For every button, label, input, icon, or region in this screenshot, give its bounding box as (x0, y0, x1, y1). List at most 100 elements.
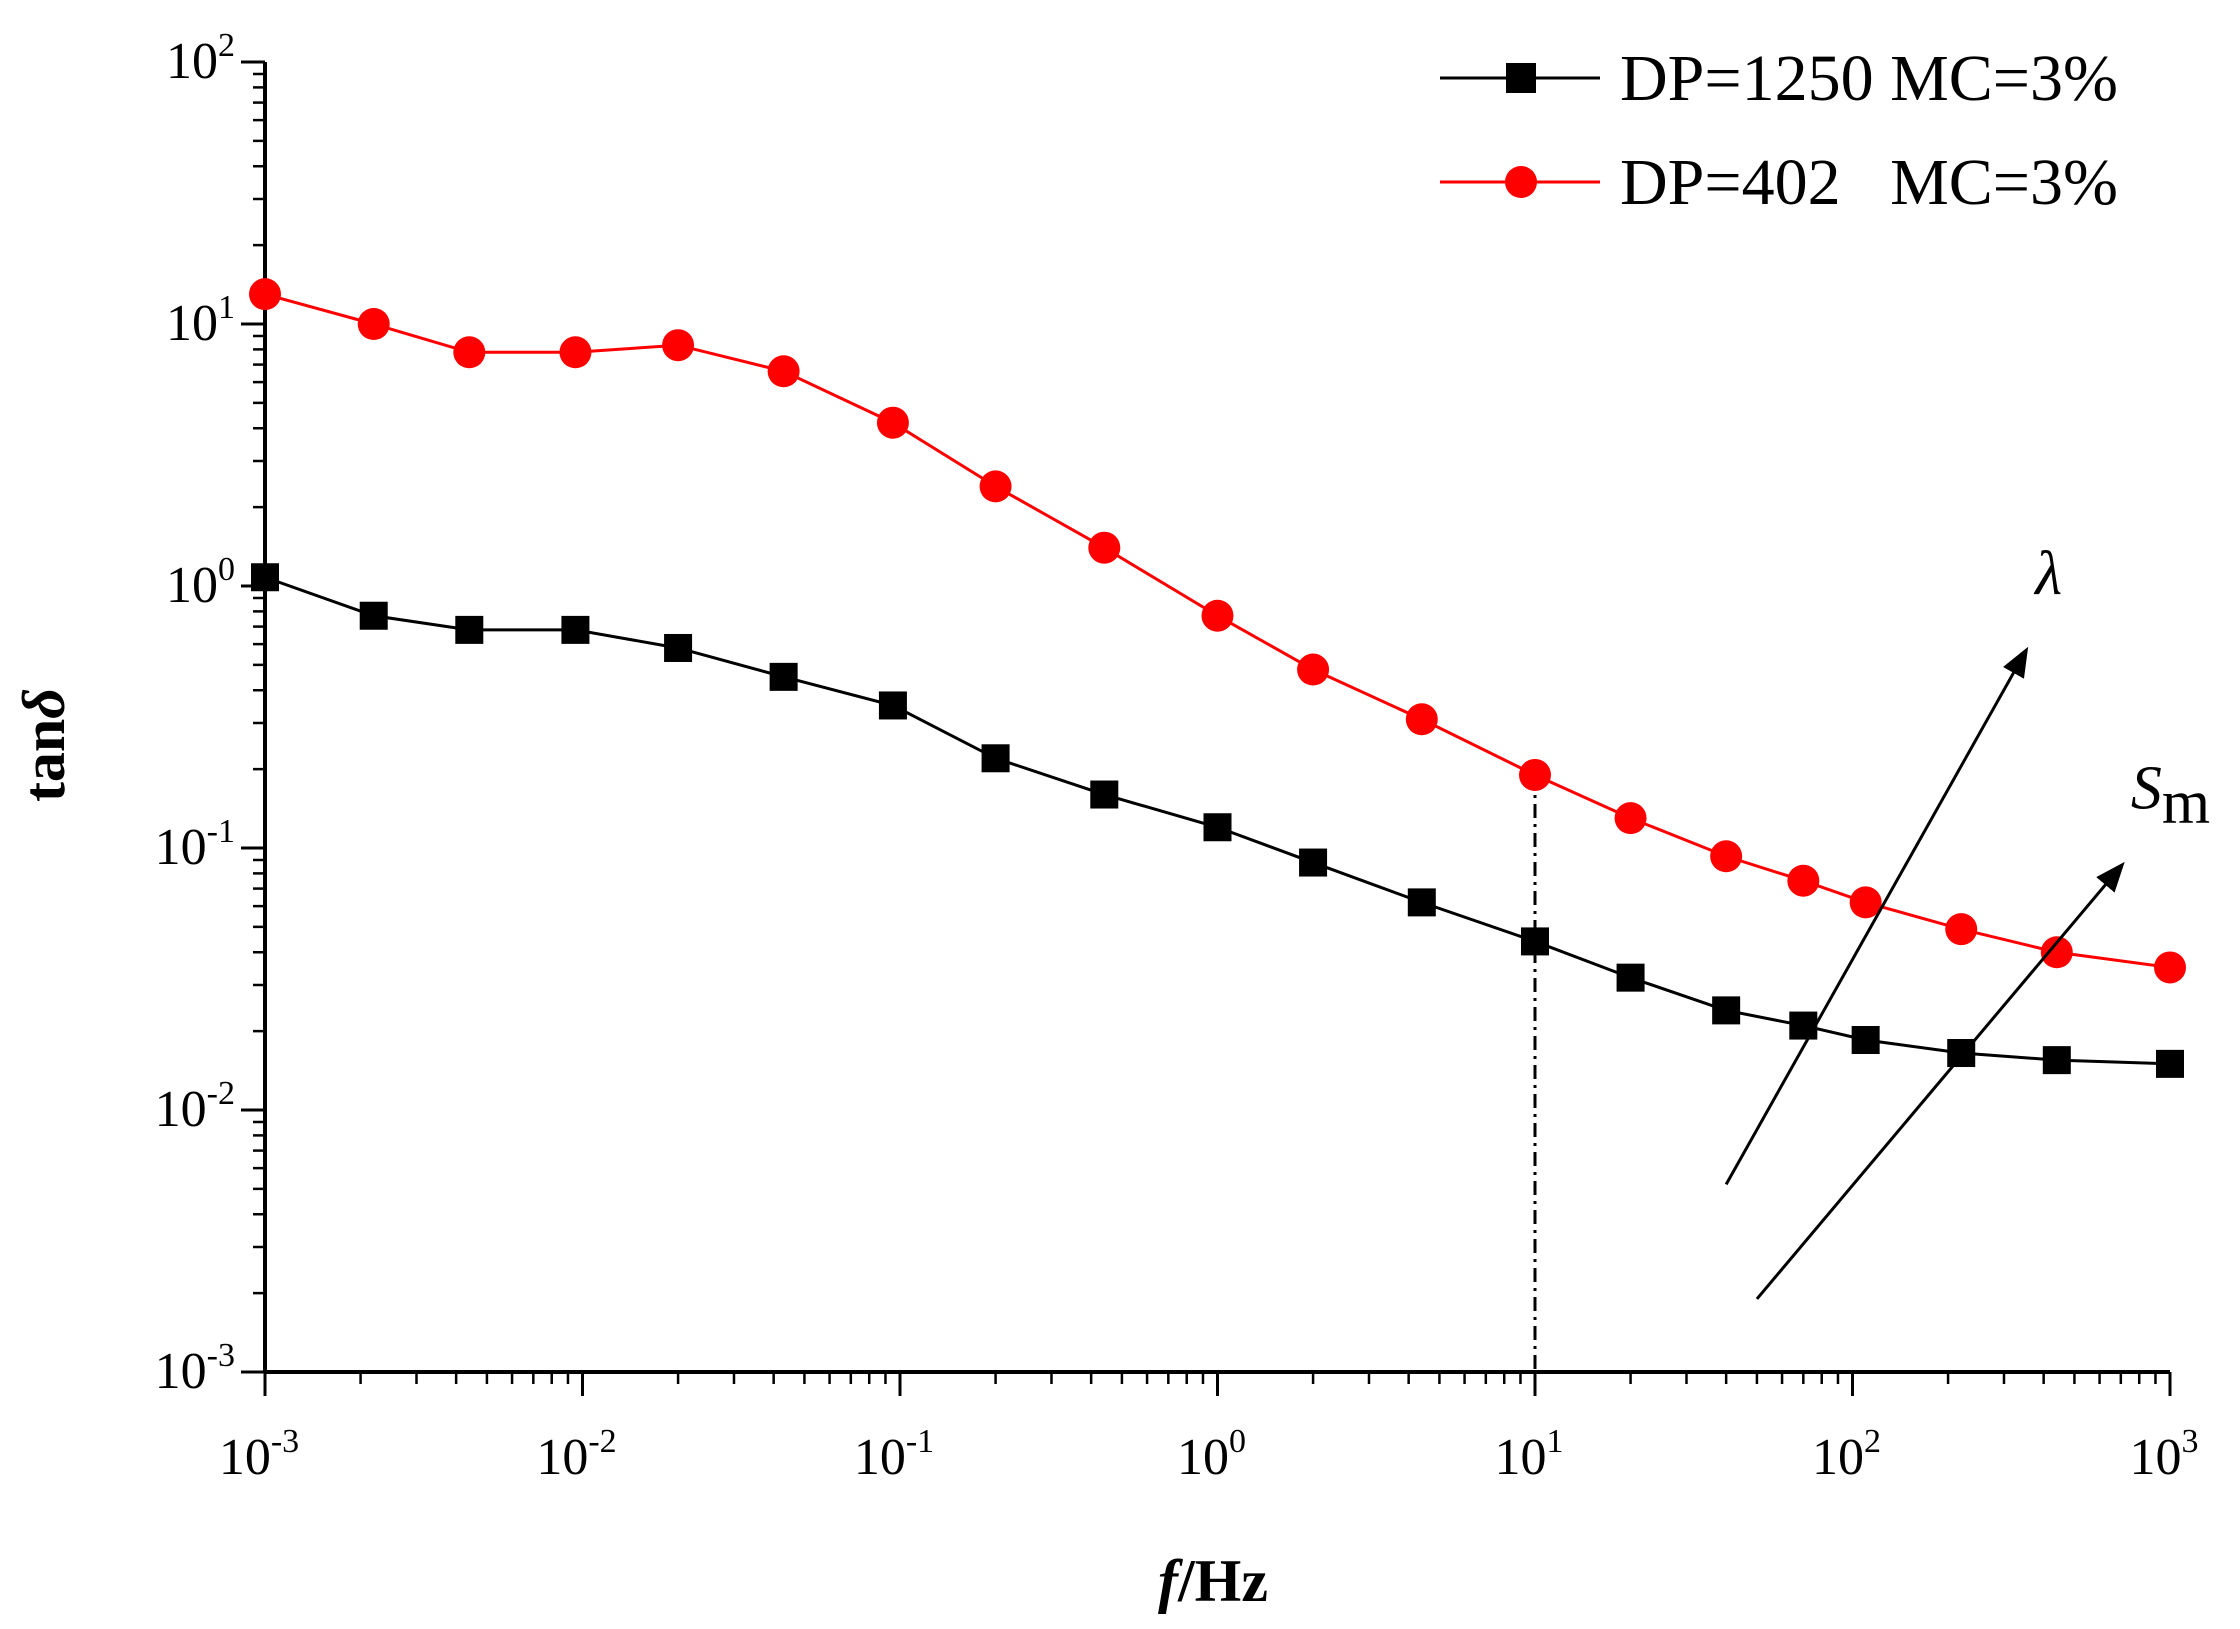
data-point (981, 744, 1010, 773)
x-tick-label: 10-1 (854, 1423, 934, 1486)
y-tick-label: 102 (166, 27, 235, 90)
data-point (2156, 1049, 2184, 1078)
y-tick-exponent: -2 (207, 1075, 235, 1112)
legend: DP=1250 MC=3% DP=402 MC=3% (1440, 42, 2118, 219)
data-point (1407, 888, 1436, 917)
x-tick-base: 10 (536, 1429, 588, 1486)
data-point (1614, 802, 1647, 835)
tick-labels: 10-3 10-2 10-1 100 101 102 10310-310-210-11001… (155, 27, 2199, 1486)
data-point (1851, 1026, 1880, 1055)
annotation-subscript: m (2162, 768, 2210, 836)
data-point (1201, 599, 1234, 632)
data-point (561, 615, 590, 644)
y-tick-base: 10 (155, 819, 207, 876)
x-axis-title: f/Hz (1158, 1548, 1268, 1614)
x-tick-base: 10 (1812, 1429, 1864, 1486)
x-tick-base: 10 (219, 1429, 271, 1486)
axes (263, 62, 2170, 1374)
x-tick-exponent: -3 (271, 1423, 299, 1460)
data-point (1787, 864, 1820, 897)
y-axis-title-italic: δ (11, 688, 77, 719)
y-axis-title: tanδ (11, 688, 77, 802)
legend-label-2: DP=402 MC=3% (1620, 146, 2118, 219)
y-tick-base: 10 (166, 557, 218, 614)
x-tick-exponent: 2 (1864, 1423, 1881, 1460)
x-tick-exponent: 0 (1229, 1423, 1246, 1460)
y-tick-label: 10-2 (155, 1075, 235, 1138)
annotation-symbol: S (2131, 754, 2162, 822)
y-tick-label: 10-1 (155, 813, 235, 876)
data-point (1521, 927, 1549, 956)
y-tick-base: 10 (166, 295, 218, 352)
data-point (1789, 1011, 1818, 1040)
data-point (1405, 703, 1438, 736)
legend-marker-1 (1506, 63, 1536, 93)
data-point (2042, 1046, 2071, 1075)
data-point (1616, 963, 1645, 992)
data-point (357, 308, 390, 340)
x-tick-exponent: 1 (1547, 1423, 1564, 1460)
x-tick-base: 10 (2130, 1429, 2182, 1486)
x-tick-exponent: 3 (2182, 1423, 2199, 1460)
x-tick-exponent: -2 (588, 1423, 616, 1460)
x-tick-base: 10 (1495, 1429, 1547, 1486)
data-point (1519, 758, 1551, 791)
data-point (662, 329, 695, 362)
y-tick-exponent: -1 (207, 813, 235, 850)
axis-ticks (241, 60, 2172, 1396)
data-point (1090, 780, 1119, 809)
data-point (453, 336, 486, 369)
y-tick-exponent: 2 (218, 27, 235, 64)
data-point (876, 406, 909, 439)
data-point (1299, 848, 1328, 877)
data-point (1712, 996, 1741, 1025)
x-tick-label: 101 (1495, 1423, 1564, 1486)
x-tick-label: 10-3 (219, 1423, 299, 1486)
x-tick-label: 103 (2130, 1423, 2199, 1486)
data-point (1710, 840, 1743, 873)
data-point (1203, 813, 1232, 842)
y-tick-exponent: -3 (207, 1337, 235, 1374)
data-point (1088, 531, 1121, 564)
x-tick-base: 10 (1177, 1429, 1229, 1486)
annotation-label-2: Sm (2131, 754, 2210, 836)
x-tick-exponent: -1 (906, 1423, 934, 1460)
data-point (359, 601, 388, 630)
x-axis-title-unit: /Hz (1177, 1548, 1268, 1614)
legend-label-1: DP=1250 MC=3% (1620, 42, 2118, 115)
y-tick-label: 101 (166, 289, 235, 352)
y-axis-title-plain: tan (11, 719, 77, 802)
y-tick-label: 100 (166, 551, 235, 614)
series-group (249, 278, 2186, 1078)
x-tick-label: 10-2 (536, 1423, 616, 1486)
y-tick-base: 10 (155, 1081, 207, 1138)
data-point (455, 615, 484, 644)
y-tick-label: 10-3 (155, 1337, 235, 1400)
data-point (979, 470, 1012, 503)
data-point (251, 563, 279, 592)
data-point (2154, 951, 2186, 984)
data-point (2040, 936, 2073, 969)
data-point (878, 691, 907, 720)
data-point (1849, 886, 1882, 919)
data-point (1945, 913, 1978, 946)
data-point (664, 633, 693, 662)
x-tick-label: 100 (1177, 1423, 1246, 1486)
y-tick-exponent: 0 (218, 551, 235, 588)
annotation-arrow-2 (1755, 861, 2125, 1300)
y-tick-base: 10 (166, 33, 218, 90)
data-point (769, 662, 798, 691)
data-point (559, 336, 592, 369)
data-point (249, 278, 281, 311)
annotation-label-1: λ (2033, 540, 2062, 608)
data-point (767, 355, 800, 388)
y-tick-base: 10 (155, 1343, 207, 1400)
annotation-arrow-1 (1724, 646, 2029, 1186)
annotations: λ Sm (1724, 540, 2210, 1300)
legend-marker-2 (1505, 166, 1537, 198)
x-tick-label: 102 (1812, 1423, 1881, 1486)
y-tick-exponent: 1 (218, 289, 235, 326)
x-tick-base: 10 (854, 1429, 906, 1486)
data-point (1297, 653, 1330, 686)
